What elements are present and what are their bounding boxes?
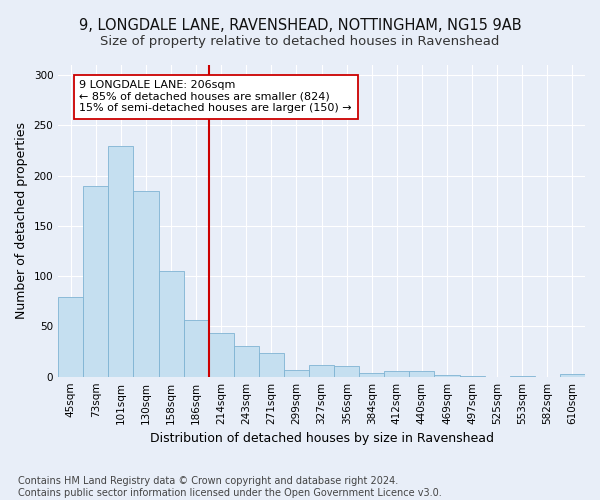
- Bar: [560, 374, 585, 376]
- Text: 9, LONGDALE LANE, RAVENSHEAD, NOTTINGHAM, NG15 9AB: 9, LONGDALE LANE, RAVENSHEAD, NOTTINGHAM…: [79, 18, 521, 32]
- Text: 9 LONGDALE LANE: 206sqm
← 85% of detached houses are smaller (824)
15% of semi-d: 9 LONGDALE LANE: 206sqm ← 85% of detache…: [79, 80, 352, 114]
- Bar: [234, 346, 259, 376]
- Bar: [259, 352, 284, 376]
- Bar: [409, 370, 434, 376]
- Bar: [284, 370, 309, 376]
- Bar: [158, 271, 184, 376]
- Bar: [58, 298, 83, 376]
- Bar: [434, 374, 460, 376]
- Text: Contains HM Land Registry data © Crown copyright and database right 2024.
Contai: Contains HM Land Registry data © Crown c…: [18, 476, 442, 498]
- Y-axis label: Number of detached properties: Number of detached properties: [15, 122, 28, 320]
- X-axis label: Distribution of detached houses by size in Ravenshead: Distribution of detached houses by size …: [149, 432, 494, 445]
- Bar: [184, 320, 209, 376]
- Text: Size of property relative to detached houses in Ravenshead: Size of property relative to detached ho…: [100, 35, 500, 48]
- Bar: [309, 364, 334, 376]
- Bar: [83, 186, 109, 376]
- Bar: [209, 334, 234, 376]
- Bar: [359, 372, 385, 376]
- Bar: [385, 370, 409, 376]
- Bar: [334, 366, 359, 376]
- Bar: [133, 190, 158, 376]
- Bar: [109, 146, 133, 376]
